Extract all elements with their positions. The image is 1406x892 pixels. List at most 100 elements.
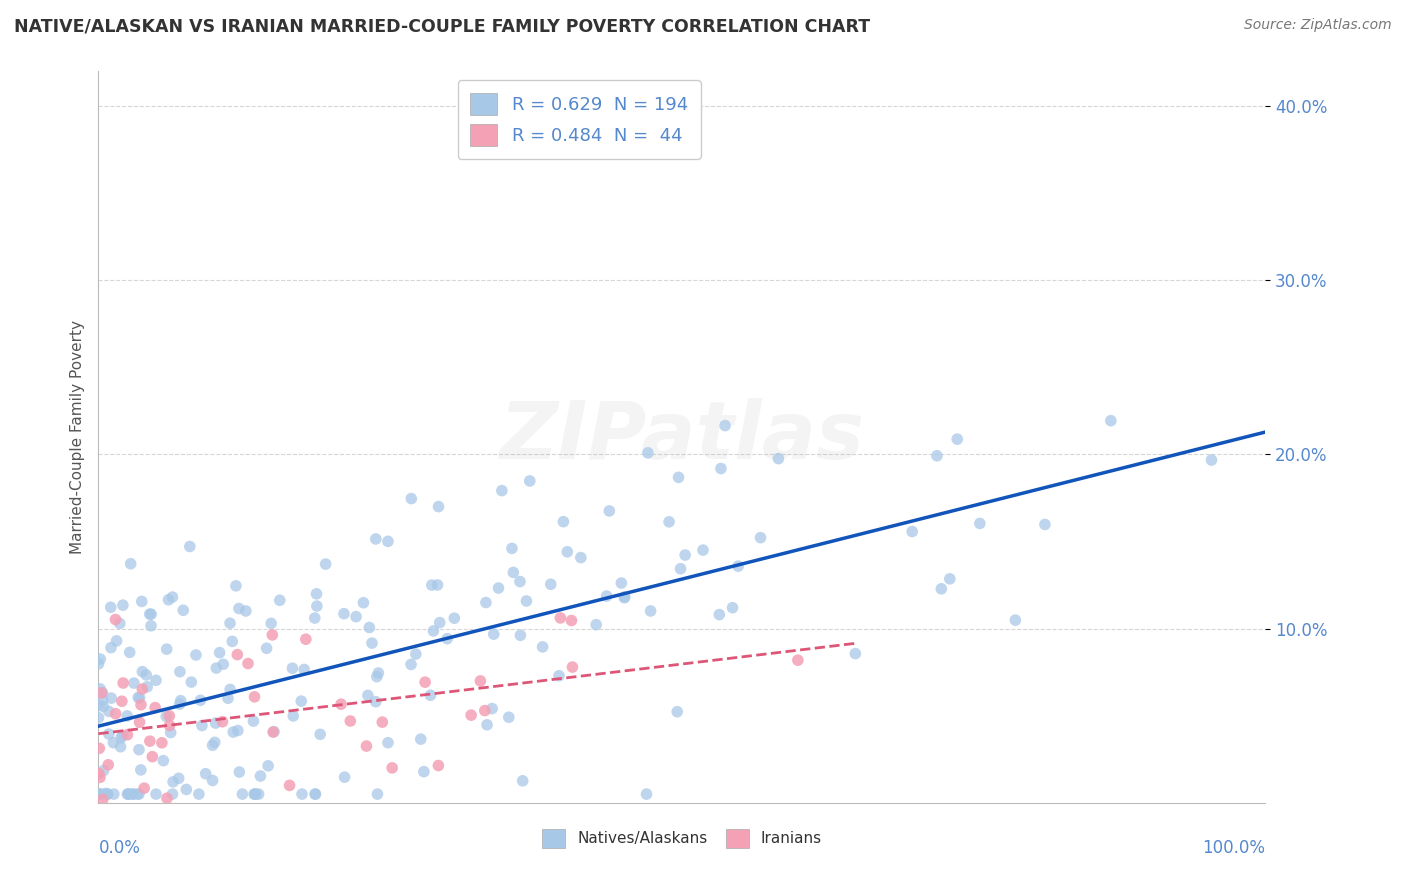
- Point: [427, 758, 450, 772]
- Point: [257, 759, 280, 773]
- Point: [512, 773, 534, 788]
- Point: [204, 735, 226, 749]
- Point: [844, 647, 866, 661]
- Point: [262, 725, 284, 739]
- Point: [377, 534, 399, 549]
- Point: [610, 576, 633, 591]
- Point: [491, 483, 513, 498]
- Point: [344, 609, 367, 624]
- Text: ZIPatlas: ZIPatlas: [499, 398, 865, 476]
- Point: [636, 787, 658, 801]
- Point: [131, 681, 153, 696]
- Point: [212, 657, 235, 672]
- Point: [91, 693, 114, 707]
- Point: [1099, 414, 1122, 428]
- Point: [281, 661, 304, 675]
- Point: [105, 633, 128, 648]
- Point: [443, 611, 465, 625]
- Point: [97, 727, 120, 741]
- Point: [482, 627, 505, 641]
- Point: [413, 675, 436, 690]
- Point: [87, 657, 110, 671]
- Point: [245, 787, 267, 801]
- Point: [194, 766, 217, 780]
- Point: [94, 786, 117, 800]
- Point: [304, 787, 326, 801]
- Point: [481, 701, 503, 715]
- Point: [219, 616, 242, 631]
- Point: [217, 691, 239, 706]
- Point: [211, 714, 233, 729]
- Point: [122, 676, 145, 690]
- Point: [304, 787, 326, 801]
- Point: [89, 652, 111, 666]
- Point: [205, 661, 228, 675]
- Point: [118, 645, 141, 659]
- Point: [585, 617, 607, 632]
- Point: [692, 543, 714, 558]
- Text: Source: ZipAtlas.com: Source: ZipAtlas.com: [1244, 18, 1392, 32]
- Point: [714, 418, 737, 433]
- Point: [117, 787, 139, 801]
- Point: [235, 604, 257, 618]
- Point: [658, 515, 681, 529]
- Point: [103, 787, 125, 801]
- Point: [333, 607, 356, 621]
- Point: [89, 787, 111, 801]
- Point: [1033, 517, 1056, 532]
- Point: [509, 628, 531, 642]
- Point: [436, 632, 458, 646]
- Point: [129, 763, 152, 777]
- Point: [111, 694, 134, 708]
- Point: [243, 787, 266, 801]
- Point: [201, 738, 224, 752]
- Point: [110, 739, 132, 754]
- Point: [371, 715, 394, 730]
- Text: 0.0%: 0.0%: [98, 839, 141, 857]
- Point: [553, 515, 575, 529]
- Point: [111, 598, 134, 612]
- Point: [710, 461, 733, 475]
- Point: [87, 766, 110, 780]
- Point: [120, 557, 142, 571]
- Point: [108, 616, 131, 631]
- Point: [236, 657, 259, 671]
- Point: [91, 686, 114, 700]
- Point: [309, 727, 332, 741]
- Point: [226, 723, 249, 738]
- Point: [117, 728, 139, 742]
- Point: [222, 725, 245, 739]
- Point: [356, 739, 378, 753]
- Point: [359, 620, 381, 634]
- Point: [315, 557, 337, 571]
- Point: [155, 709, 177, 723]
- Point: [429, 615, 451, 630]
- Point: [598, 504, 620, 518]
- Point: [129, 698, 152, 712]
- Point: [128, 715, 150, 730]
- Point: [190, 693, 212, 707]
- Point: [669, 562, 692, 576]
- Point: [247, 787, 270, 801]
- Point: [89, 787, 111, 801]
- Point: [969, 516, 991, 531]
- Point: [470, 673, 492, 688]
- Point: [901, 524, 924, 539]
- Point: [231, 787, 253, 801]
- Point: [145, 787, 167, 801]
- Point: [162, 590, 184, 604]
- Point: [339, 714, 361, 728]
- Point: [364, 695, 387, 709]
- Point: [595, 589, 617, 603]
- Point: [89, 771, 111, 785]
- Point: [228, 765, 250, 780]
- Point: [269, 593, 291, 607]
- Y-axis label: Married-Couple Family Poverty: Married-Couple Family Poverty: [69, 320, 84, 554]
- Point: [97, 787, 120, 801]
- Point: [399, 657, 422, 672]
- Point: [143, 700, 166, 714]
- Point: [548, 669, 571, 683]
- Point: [100, 600, 122, 615]
- Point: [103, 736, 125, 750]
- Point: [139, 619, 162, 633]
